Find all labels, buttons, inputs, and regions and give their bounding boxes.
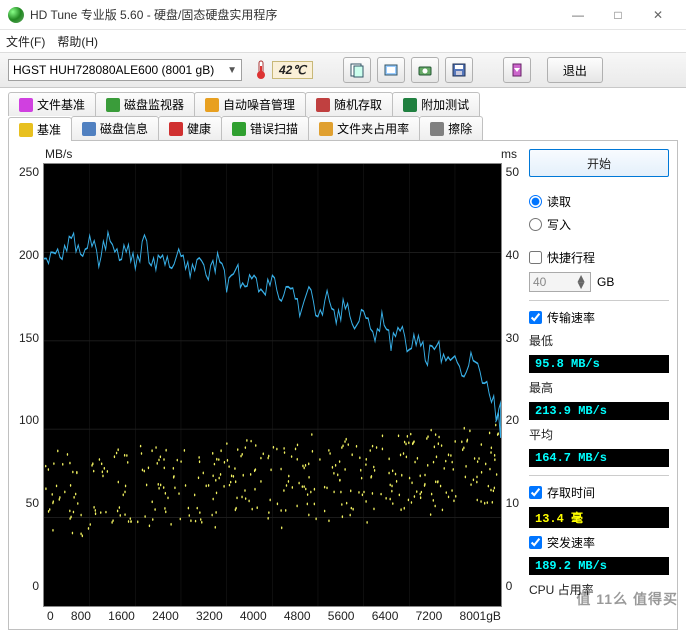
tab-content: MB/s ms 250200150100500 50403020100 0800… bbox=[8, 140, 678, 630]
tab-label: 健康 bbox=[187, 120, 211, 137]
x-axis: 0800160024003200400048005600640072008001… bbox=[17, 607, 501, 623]
tabs: 文件基准 磁盘监视器 自动噪音管理 随机存取 附加测试 基准 磁盘信息 健康 错误扫描 文件夹占… bbox=[0, 88, 686, 630]
tab-icon bbox=[316, 98, 330, 112]
y-right-label: ms bbox=[501, 147, 517, 161]
transfer-rate-check[interactable]: 传输速率 bbox=[529, 309, 669, 326]
tab-label: 擦除 bbox=[448, 120, 472, 137]
tab-icon bbox=[403, 98, 417, 112]
access-time-check[interactable]: 存取时间 bbox=[529, 484, 669, 501]
thermometer-icon bbox=[254, 60, 268, 80]
tab-icon bbox=[205, 98, 219, 112]
max-label: 最高 bbox=[529, 379, 669, 396]
app-icon bbox=[8, 7, 24, 23]
min-label: 最低 bbox=[529, 332, 669, 349]
tab-icon bbox=[319, 122, 333, 136]
tab-label: 文件基准 bbox=[37, 96, 85, 113]
access-value: 13.4 毫 bbox=[529, 507, 669, 528]
temp-value: 42℃ bbox=[272, 61, 313, 79]
save-button[interactable] bbox=[445, 57, 473, 83]
start-button[interactable]: 开始 bbox=[529, 149, 669, 177]
tab-icon bbox=[82, 122, 96, 136]
drive-select-value: HGST HUH728080ALE600 (8001 gB) bbox=[13, 63, 214, 77]
tab-label: 错误扫描 bbox=[250, 120, 298, 137]
tab-错误扫描[interactable]: 错误扫描 bbox=[221, 116, 309, 140]
options-button[interactable] bbox=[503, 57, 531, 83]
exit-button[interactable]: 退出 bbox=[547, 57, 603, 83]
toolbar: HGST HUH728080ALE600 (8001 gB) ▼ 42℃ 退出 bbox=[0, 52, 686, 88]
burst-rate-check[interactable]: 突发速率 bbox=[529, 534, 669, 551]
tab-label: 自动噪音管理 bbox=[223, 96, 295, 113]
tab-label: 磁盘信息 bbox=[100, 120, 148, 137]
menu-help[interactable]: 帮助(H) bbox=[57, 33, 98, 50]
tab-icon bbox=[232, 122, 246, 136]
chart-area: MB/s ms 250200150100500 50403020100 0800… bbox=[17, 147, 521, 623]
write-radio[interactable]: 写入 bbox=[529, 216, 669, 233]
tab-icon bbox=[19, 98, 33, 112]
temperature: 42℃ bbox=[254, 60, 313, 80]
tab-基准[interactable]: 基准 bbox=[8, 117, 72, 141]
menu-file[interactable]: 文件(F) bbox=[6, 33, 45, 50]
tab-icon bbox=[19, 123, 33, 137]
drive-select[interactable]: HGST HUH728080ALE600 (8001 gB) ▼ bbox=[8, 59, 242, 81]
tab-icon bbox=[106, 98, 120, 112]
chevron-down-icon: ▼ bbox=[227, 65, 237, 76]
side-panel: 开始 读取 写入 快捷行程 40▲▼ GB 传输速率 最低 95.8 MB/s … bbox=[529, 147, 669, 623]
minimize-button[interactable]: — bbox=[558, 1, 598, 29]
tab-label: 随机存取 bbox=[334, 96, 382, 113]
min-value: 95.8 MB/s bbox=[529, 355, 669, 373]
avg-value: 164.7 MB/s bbox=[529, 449, 669, 467]
tab-文件基准[interactable]: 文件基准 bbox=[8, 92, 96, 116]
tab-磁盘信息[interactable]: 磁盘信息 bbox=[71, 116, 159, 140]
tab-label: 文件夹占用率 bbox=[337, 120, 409, 137]
tab-附加测试[interactable]: 附加测试 bbox=[392, 92, 480, 116]
short-stroke-value[interactable]: 40▲▼ GB bbox=[529, 272, 669, 292]
window-title: HD Tune 专业版 5.60 - 硬盘/固态硬盘实用程序 bbox=[30, 6, 558, 23]
read-radio[interactable]: 读取 bbox=[529, 193, 669, 210]
tab-icon bbox=[169, 122, 183, 136]
tabs-row-1: 文件基准 磁盘监视器 自动噪音管理 随机存取 附加测试 bbox=[8, 92, 678, 116]
titlebar: HD Tune 专业版 5.60 - 硬盘/固态硬盘实用程序 — □ ✕ bbox=[0, 0, 686, 30]
plot bbox=[43, 163, 502, 607]
menubar: 文件(F) 帮助(H) bbox=[0, 30, 686, 52]
copy-screenshot-button[interactable] bbox=[377, 57, 405, 83]
tab-label: 磁盘监视器 bbox=[124, 96, 184, 113]
tab-磁盘监视器[interactable]: 磁盘监视器 bbox=[95, 92, 195, 116]
tab-健康[interactable]: 健康 bbox=[158, 116, 222, 140]
tab-擦除[interactable]: 擦除 bbox=[419, 116, 483, 140]
screenshot-button[interactable] bbox=[411, 57, 439, 83]
burst-value: 189.2 MB/s bbox=[529, 557, 669, 575]
max-value: 213.9 MB/s bbox=[529, 402, 669, 420]
y-left-label: MB/s bbox=[45, 147, 72, 161]
copy-info-button[interactable] bbox=[343, 57, 371, 83]
tab-icon bbox=[430, 122, 444, 136]
maximize-button[interactable]: □ bbox=[598, 1, 638, 29]
y-axis-right: 50403020100 bbox=[502, 163, 521, 607]
tab-随机存取[interactable]: 随机存取 bbox=[305, 92, 393, 116]
tab-label: 附加测试 bbox=[421, 96, 469, 113]
short-stroke-check[interactable]: 快捷行程 bbox=[529, 249, 669, 266]
tab-文件夹占用率[interactable]: 文件夹占用率 bbox=[308, 116, 420, 140]
tab-label: 基准 bbox=[37, 121, 61, 138]
avg-label: 平均 bbox=[529, 426, 669, 443]
tabs-row-2: 基准 磁盘信息 健康 错误扫描 文件夹占用率 擦除 bbox=[8, 116, 678, 140]
watermark: 值 11么 值得买 bbox=[576, 589, 678, 609]
y-axis-left: 250200150100500 bbox=[17, 163, 43, 607]
tab-自动噪音管理[interactable]: 自动噪音管理 bbox=[194, 92, 306, 116]
close-button[interactable]: ✕ bbox=[638, 1, 678, 29]
